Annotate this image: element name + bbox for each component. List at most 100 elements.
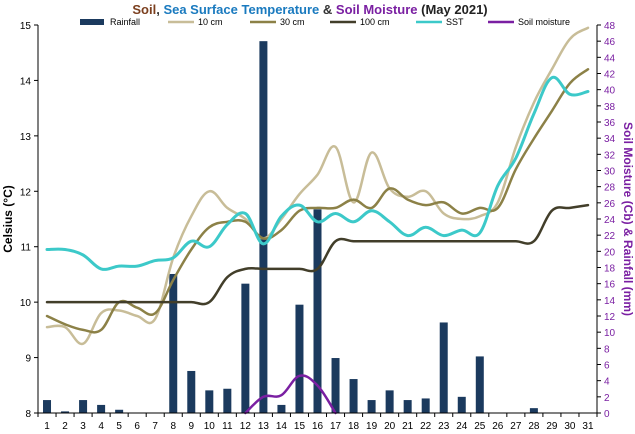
y-axis-label-left: Celsius (°C) (1, 185, 15, 252)
x-tick-label: 29 (546, 421, 558, 432)
rainfall-bar (421, 398, 430, 413)
x-tick-label: 31 (582, 421, 594, 432)
y-tick-label-right: 24 (604, 215, 616, 226)
y-tick-label-right: 42 (604, 70, 616, 81)
rainfall-bar (205, 390, 214, 413)
y-tick-label-right: 2 (604, 393, 610, 404)
series-line-100-cm (45, 203, 590, 306)
legend-label-10-cm: 10 cm (198, 17, 223, 27)
y-tick-label-left: 13 (20, 132, 32, 143)
legend-label-soil-moisture: Soil moisture (518, 17, 570, 27)
rainfall-bar (475, 356, 484, 413)
x-tick-label: 3 (80, 421, 86, 432)
y-tick-label-right: 26 (604, 199, 616, 210)
y-tick-label-left: 9 (25, 354, 31, 365)
y-tick-label-right: 0 (604, 409, 610, 420)
x-tick-label: 11 (222, 421, 233, 432)
x-tick-label: 14 (276, 421, 288, 432)
x-tick-label: 15 (294, 421, 306, 432)
x-tick-label: 28 (528, 421, 540, 432)
y-tick-label-right: 46 (604, 37, 616, 48)
rainfall-bar (529, 408, 538, 413)
legend-label-100-cm: 100 cm (360, 17, 390, 27)
series-line-soil-moisture (244, 374, 337, 415)
title-part-4: Soil Moisture (336, 2, 418, 17)
x-tick-label: 7 (152, 421, 158, 432)
x-tick-label: 21 (402, 421, 414, 432)
rainfall-bar (385, 390, 394, 413)
x-tick-label: 12 (240, 421, 252, 432)
y-tick-label-right: 40 (604, 86, 616, 97)
chart-legend: Rainfall 10 cm 30 cm 100 cm SST Soil moisture (80, 17, 570, 27)
y-tick-label-right: 34 (604, 134, 616, 145)
x-tick-label: 9 (188, 421, 194, 432)
series-line-sst (45, 75, 590, 271)
series-line-30-cm (45, 68, 590, 334)
rainfall-bar (169, 273, 178, 413)
y-tick-label-right: 12 (604, 312, 616, 323)
x-tick-label: 25 (474, 421, 486, 432)
legend-label-sst: SST (446, 17, 464, 27)
x-tick-label: 6 (134, 421, 140, 432)
x-tick-label: 8 (170, 421, 176, 432)
y-tick-label-right: 20 (604, 247, 616, 258)
x-tick-label: 2 (62, 421, 68, 432)
y-tick-label-left: 10 (20, 298, 32, 309)
y-tick-label-right: 22 (604, 231, 616, 242)
y-tick-label-right: 4 (604, 377, 610, 388)
y-tick-label-right: 38 (604, 102, 616, 113)
x-tick-label: 5 (116, 421, 122, 432)
legend-swatch-rainfall (80, 19, 104, 25)
y-tick-label-right: 36 (604, 118, 616, 129)
rainfall-bar (259, 41, 268, 414)
y-tick-label-right: 44 (604, 53, 616, 64)
y-tick-label-right: 8 (604, 344, 610, 355)
title-part-3: & (319, 2, 336, 17)
rainfall-bar (349, 379, 358, 413)
series-line-10-cm (45, 26, 590, 346)
rainfall-bars (43, 41, 538, 414)
y-tick-label-right: 6 (604, 361, 610, 372)
title-part-5: (May 2021) (418, 2, 488, 17)
rainfall-bar (295, 304, 304, 413)
rainfall-bar (97, 404, 106, 413)
x-tick-label: 17 (330, 421, 342, 432)
rainfall-bar (367, 400, 376, 413)
y-tick-label-left: 8 (25, 409, 31, 420)
rainfall-bar (277, 404, 286, 413)
y-tick-label-left: 12 (20, 187, 32, 198)
x-tick-label: 1 (44, 421, 50, 432)
y-tick-label-right: 28 (604, 183, 616, 194)
y-tick-label-right: 10 (604, 328, 616, 339)
rainfall-bar (43, 400, 52, 413)
rainfall-bar (61, 411, 70, 413)
x-tick-label: 10 (204, 421, 216, 432)
title-part-1: , (156, 2, 163, 17)
y-tick-label-right: 16 (604, 280, 616, 291)
x-tick-label: 16 (312, 421, 324, 432)
title-part-2: Sea Surface Temperature (163, 2, 319, 17)
series-lines (45, 26, 590, 415)
rainfall-bar (115, 409, 124, 413)
title-part-0: Soil (132, 2, 156, 17)
legend-label-rainfall: Rainfall (110, 17, 140, 27)
axes: 8910111213141502468101214161820222426283… (20, 21, 616, 432)
x-tick-label: 24 (456, 421, 468, 432)
x-tick-label: 18 (348, 421, 360, 432)
x-tick-label: 20 (384, 421, 396, 432)
rainfall-bar (223, 388, 232, 413)
x-tick-label: 4 (98, 421, 104, 432)
x-tick-label: 23 (438, 421, 450, 432)
rainfall-bar (313, 209, 322, 413)
y-tick-label-right: 18 (604, 264, 616, 275)
y-tick-label-right: 32 (604, 150, 616, 161)
rainfall-bar (439, 322, 448, 413)
y-tick-label-right: 48 (604, 21, 616, 32)
y-tick-label-left: 11 (21, 243, 32, 254)
rainfall-bar (79, 400, 88, 413)
legend-label-30-cm: 30 cm (280, 17, 305, 27)
x-tick-label: 19 (366, 421, 378, 432)
rainfall-bar (331, 358, 340, 413)
x-tick-label: 13 (258, 421, 270, 432)
